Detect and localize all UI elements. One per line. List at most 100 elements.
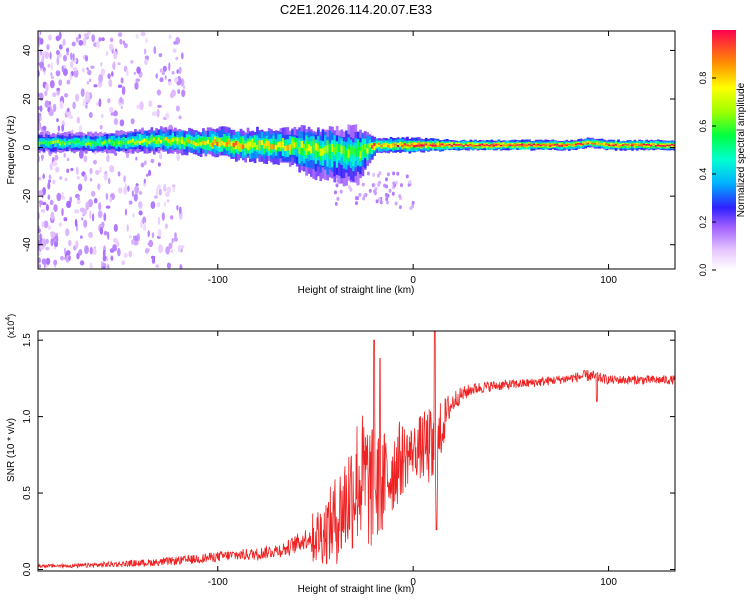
spectrogram-noise-cell <box>63 217 68 222</box>
spectrogram-noise-cell <box>74 209 78 214</box>
spectrogram-band-cell <box>66 140 69 144</box>
spectrogram-noise-cell <box>173 41 177 45</box>
spectrogram-band-cell <box>621 144 625 146</box>
spectrogram-band-cell <box>570 144 573 146</box>
spectrogram-band-cell <box>593 141 597 145</box>
spectrogram-noise-cell <box>121 260 125 266</box>
spectrogram-noise-cell <box>400 183 403 188</box>
spectrogram-band-cell <box>441 143 444 146</box>
spectrogram-y-tick-label: 0 <box>22 144 33 150</box>
spectrogram-band-cell <box>373 143 376 146</box>
spectrogram-band-cell <box>586 142 590 145</box>
spectrogram-noise-cell <box>78 39 84 46</box>
spectrogram-band-cell <box>399 143 402 146</box>
spectrogram-band-cell <box>598 143 602 145</box>
figure-title: C2E1.2026.114.20.07.E33 <box>280 2 432 17</box>
spectrogram-band-cell <box>190 140 194 144</box>
spectrogram-noise-cell <box>117 84 123 88</box>
spectrogram-x-tick-label: 0 <box>410 275 416 286</box>
spectrogram-noise-cell <box>59 176 63 180</box>
spectrogram-band-cell <box>91 141 95 148</box>
spectrogram-noise-cell <box>97 210 103 219</box>
spectrogram-noise-cell <box>106 264 110 269</box>
spectrogram-band-cell <box>490 143 494 146</box>
snr-frame <box>37 330 676 572</box>
spectrogram-noise-cell <box>81 217 84 221</box>
spectrogram-band-cell <box>474 144 477 147</box>
spectrogram-band-cell <box>305 140 308 155</box>
spectrogram-noise-cell <box>109 43 114 51</box>
spectrogram-band-cell <box>633 143 637 146</box>
spectrogram-noise-cell <box>61 191 64 199</box>
spectrogram-band-cell <box>612 143 616 146</box>
spectrogram-noise-cell <box>113 223 118 232</box>
spectrogram-band-cell <box>567 143 571 146</box>
spectrogram-band-cell <box>368 143 372 148</box>
snr-x-tick-label: -100 <box>208 577 228 588</box>
spectrogram-noise-cell <box>398 205 402 210</box>
spectrogram-x-label: Height of straight line (km) <box>298 285 415 296</box>
spectrogram-band-cell <box>528 143 531 146</box>
spectrogram-noise-cell <box>121 86 126 96</box>
spectrogram-band-cell <box>605 143 609 145</box>
spectrogram-band-cell <box>553 144 557 148</box>
spectrogram-band-cell <box>220 140 224 146</box>
spectrogram-band-cell <box>178 139 182 144</box>
spectrogram-noise-cell <box>85 104 88 109</box>
spectrogram-band-cell <box>209 137 212 146</box>
spectrogram-band-cell <box>467 144 470 147</box>
spectrogram-noise-cell <box>168 34 172 40</box>
spectrogram-y-tick-label: 40 <box>22 44 33 56</box>
spectrogram-noise-cell <box>48 111 54 116</box>
spectrogram-noise-cell <box>93 198 98 204</box>
spectrogram-noise-cell <box>139 101 144 111</box>
spectrogram-band-cell <box>523 145 527 147</box>
spectrogram-noise-cell <box>136 104 140 110</box>
spectrogram-noise-cell <box>71 41 76 47</box>
spectrogram-band-cell <box>654 143 658 147</box>
spectrogram-band-cell <box>424 144 428 148</box>
spectrogram-band-cell <box>239 144 243 149</box>
spectrogram-band-cell <box>600 143 604 145</box>
spectrogram-band-cell <box>300 141 304 148</box>
spectrogram-band-cell <box>401 144 405 148</box>
spectrogram-noise-cell <box>123 252 128 259</box>
spectrogram-noise-cell <box>371 183 375 188</box>
spectrogram-band-cell <box>225 142 229 147</box>
spectrogram-noise-cell <box>363 193 367 198</box>
spectrogram-band-cell <box>511 143 515 146</box>
spectrogram-noise-cell <box>72 66 78 72</box>
spectrogram-band-cell <box>551 144 555 146</box>
spectrogram-noise-cell <box>164 75 167 80</box>
spectrogram-band-cell <box>305 147 308 155</box>
spectrogram-band-cell <box>410 143 414 147</box>
spectrogram-noise-cell <box>157 184 161 190</box>
spectrogram-noise-cell <box>76 116 81 124</box>
spectrogram-band-cell <box>617 145 620 147</box>
spectrogram-band-cell <box>640 144 644 146</box>
spectrogram-noise-cell <box>75 93 80 102</box>
spectrogram-noise-cell <box>54 154 59 161</box>
spectrogram-noise-cell <box>54 241 58 247</box>
spectrogram-band-cell <box>61 140 65 144</box>
spectrogram-noise-cell <box>109 165 115 173</box>
spectrogram-noise-cell <box>52 160 58 167</box>
snr-x-tick-label: 0 <box>410 577 416 588</box>
spectrogram-band-cell <box>614 144 618 148</box>
spectrogram-noise-cell <box>47 63 51 68</box>
spectrogram-noise-cell <box>38 190 44 196</box>
spectrogram-band-cell <box>443 143 447 147</box>
spectrogram-noise-cell <box>112 244 117 251</box>
spectrogram-noise-cell <box>151 232 155 239</box>
spectrogram-noise-cell <box>107 98 111 104</box>
spectrogram-noise-cell <box>379 200 383 205</box>
spectrogram-noise-cell <box>38 257 41 264</box>
spectrogram-band-cell <box>558 143 562 146</box>
colorbar-ticks: 0.0 0.2 0.4 0.6 0.8 <box>698 72 716 276</box>
spectrogram-noise-cell <box>66 52 69 56</box>
spectrogram-band-cell <box>476 143 480 146</box>
spectrogram-noise-cell <box>131 239 135 245</box>
spectrogram-band-cell <box>434 144 437 147</box>
colorbar-tick-label: 0.4 <box>698 168 708 181</box>
